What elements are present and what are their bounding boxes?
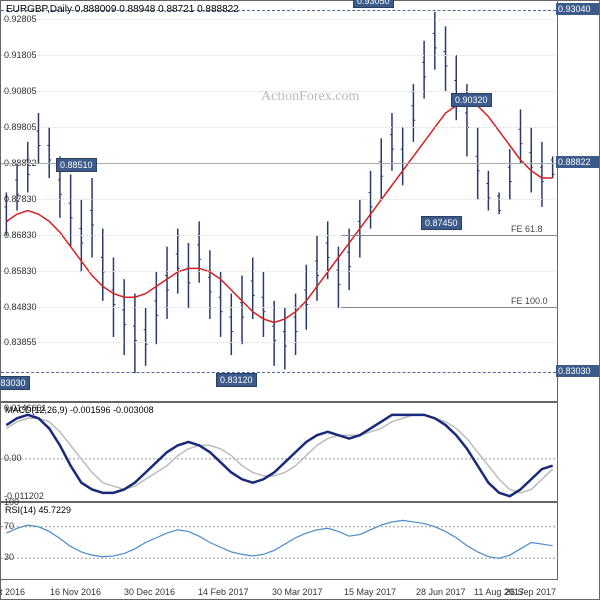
- price-right-marker: 0.93040: [556, 3, 599, 15]
- price-ytick: 0.90805: [4, 86, 47, 96]
- price-annotation: 0.83120: [216, 373, 257, 387]
- rsi-chart-svg: [1, 503, 558, 582]
- xaxis-label: 3 Oct 2016: [0, 587, 25, 597]
- price-ytick: 0.91805: [4, 50, 47, 60]
- xaxis-label: 30 Dec 2016: [124, 587, 175, 597]
- price-annotation: 0.87450: [421, 216, 462, 230]
- xaxis-label: 26 Sep 2017: [505, 587, 556, 597]
- watermark: ActionForex.com: [261, 89, 359, 105]
- price-ytick: 0.83855: [4, 337, 47, 347]
- price-annotation: 0.83030: [0, 376, 30, 390]
- price-ytick: 0.85830: [4, 266, 47, 276]
- macd-panel: MACD(12,26,9) -0.001596 -0.003008: [1, 402, 558, 502]
- fe-label: FE 100.0: [511, 296, 548, 306]
- xaxis-label: 28 Jun 2017: [416, 587, 466, 597]
- price-annotation: 0.93050: [353, 0, 394, 8]
- price-ytick: 0.89805: [4, 122, 47, 132]
- rsi-ytick: 70: [4, 521, 47, 531]
- price-ytick: 0.87830: [4, 194, 47, 204]
- fe-line: [341, 307, 558, 308]
- price-ytick: 0.86830: [4, 230, 47, 240]
- fe-line: [341, 235, 558, 236]
- macd-chart-svg: [1, 403, 558, 503]
- macd-ytick: 0.00: [4, 453, 47, 463]
- price-ytick: 0.84830: [4, 302, 47, 312]
- rsi-title: RSI(14) 45.7229: [5, 505, 71, 515]
- price-dashline: [1, 372, 556, 373]
- price-annotation: 0.88510: [56, 158, 97, 172]
- xaxis: 3 Oct 2016 16 Nov 2016 30 Dec 2016 14 Feb 2…: [1, 579, 558, 599]
- rsi-panel: RSI(14) 45.7229: [1, 502, 558, 581]
- price-ytick: 0.92805: [4, 14, 47, 24]
- price-right-marker: 0.83030: [556, 365, 599, 377]
- chart-title: EURGBP,Daily 0.888009 0.88948 0.88721 0.…: [6, 4, 239, 15]
- fe-label: FE 61.8: [511, 224, 543, 234]
- xaxis-label: 15 May 2017: [344, 587, 396, 597]
- price-annotation: 0.90320: [451, 93, 492, 107]
- xaxis-label: 16 Nov 2016: [50, 587, 101, 597]
- xaxis-label: 30 Mar 2017: [272, 587, 323, 597]
- xaxis-label: 14 Feb 2017: [198, 587, 249, 597]
- price-right-marker: 0.88822: [556, 156, 599, 168]
- macd-title: MACD(12,26,9) -0.001596 -0.003008: [5, 405, 154, 415]
- rsi-ytick: 30: [4, 552, 47, 562]
